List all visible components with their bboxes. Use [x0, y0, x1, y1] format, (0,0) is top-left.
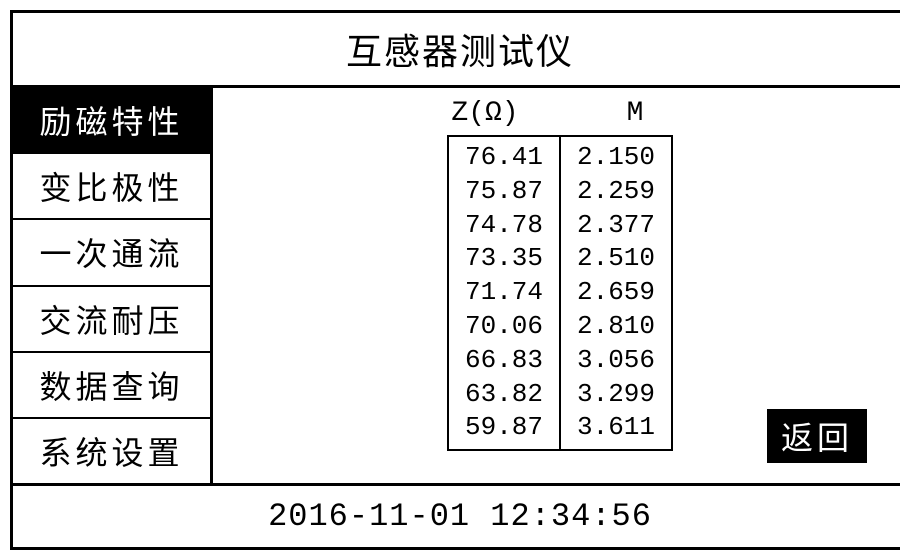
data-table: 76.41 75.87 74.78 73.35 71.74 70.06 66.8…: [447, 135, 673, 451]
sidebar-item-label: 系统设置: [39, 428, 183, 474]
cell-z: 63.82: [465, 378, 543, 412]
cell-m: 2.810: [577, 310, 655, 344]
column-header-z: Z(Ω): [410, 98, 560, 129]
sidebar: 励磁特性 变比极性 一次通流 交流耐压 数据查询 系统设置: [13, 88, 213, 483]
column-m: 2.150 2.259 2.377 2.510 2.659 2.810 3.05…: [561, 137, 671, 449]
sidebar-item-data-query[interactable]: 数据查询: [13, 353, 210, 419]
cell-z: 76.41: [465, 141, 543, 175]
sidebar-item-label: 变比极性: [39, 163, 183, 209]
cell-z: 75.87: [465, 175, 543, 209]
cell-z: 73.35: [465, 242, 543, 276]
cell-z: 71.74: [465, 276, 543, 310]
column-header-m: M: [560, 98, 710, 129]
return-button-label: 返回: [781, 420, 853, 456]
cell-m: 3.299: [577, 378, 655, 412]
cell-m: 2.259: [577, 175, 655, 209]
device-frame: 互感器测试仪 励磁特性 变比极性 一次通流 交流耐压 数据查询 系统设置: [10, 10, 900, 550]
column-z: 76.41 75.87 74.78 73.35 71.74 70.06 66.8…: [449, 137, 561, 449]
main-area: 励磁特性 变比极性 一次通流 交流耐压 数据查询 系统设置 Z(Ω) M: [13, 88, 900, 486]
status-datetime: 2016-11-01 12:34:56: [13, 486, 900, 547]
cell-m: 3.056: [577, 344, 655, 378]
cell-z: 70.06: [465, 310, 543, 344]
table-header-row: Z(Ω) M: [410, 98, 710, 129]
sidebar-item-system-settings[interactable]: 系统设置: [13, 419, 210, 483]
page-title: 互感器测试仪: [13, 13, 900, 88]
cell-z: 74.78: [465, 209, 543, 243]
content-area: Z(Ω) M 76.41 75.87 74.78 73.35 71.74 70.…: [213, 88, 900, 483]
cell-z: 59.87: [465, 411, 543, 445]
cell-m: 2.377: [577, 209, 655, 243]
sidebar-item-label: 一次通流: [39, 229, 183, 275]
sidebar-item-label: 数据查询: [39, 362, 183, 408]
cell-m: 3.611: [577, 411, 655, 445]
sidebar-item-ac-withstand[interactable]: 交流耐压: [13, 287, 210, 353]
cell-m: 2.659: [577, 276, 655, 310]
cell-m: 2.510: [577, 242, 655, 276]
cell-m: 2.150: [577, 141, 655, 175]
return-button[interactable]: 返回: [767, 409, 867, 463]
sidebar-item-ratio-polarity[interactable]: 变比极性: [13, 154, 210, 220]
cell-z: 66.83: [465, 344, 543, 378]
sidebar-item-excitation[interactable]: 励磁特性: [13, 88, 210, 154]
sidebar-item-label: 交流耐压: [39, 296, 183, 342]
sidebar-item-primary-current[interactable]: 一次通流: [13, 220, 210, 286]
sidebar-item-label: 励磁特性: [39, 97, 183, 143]
